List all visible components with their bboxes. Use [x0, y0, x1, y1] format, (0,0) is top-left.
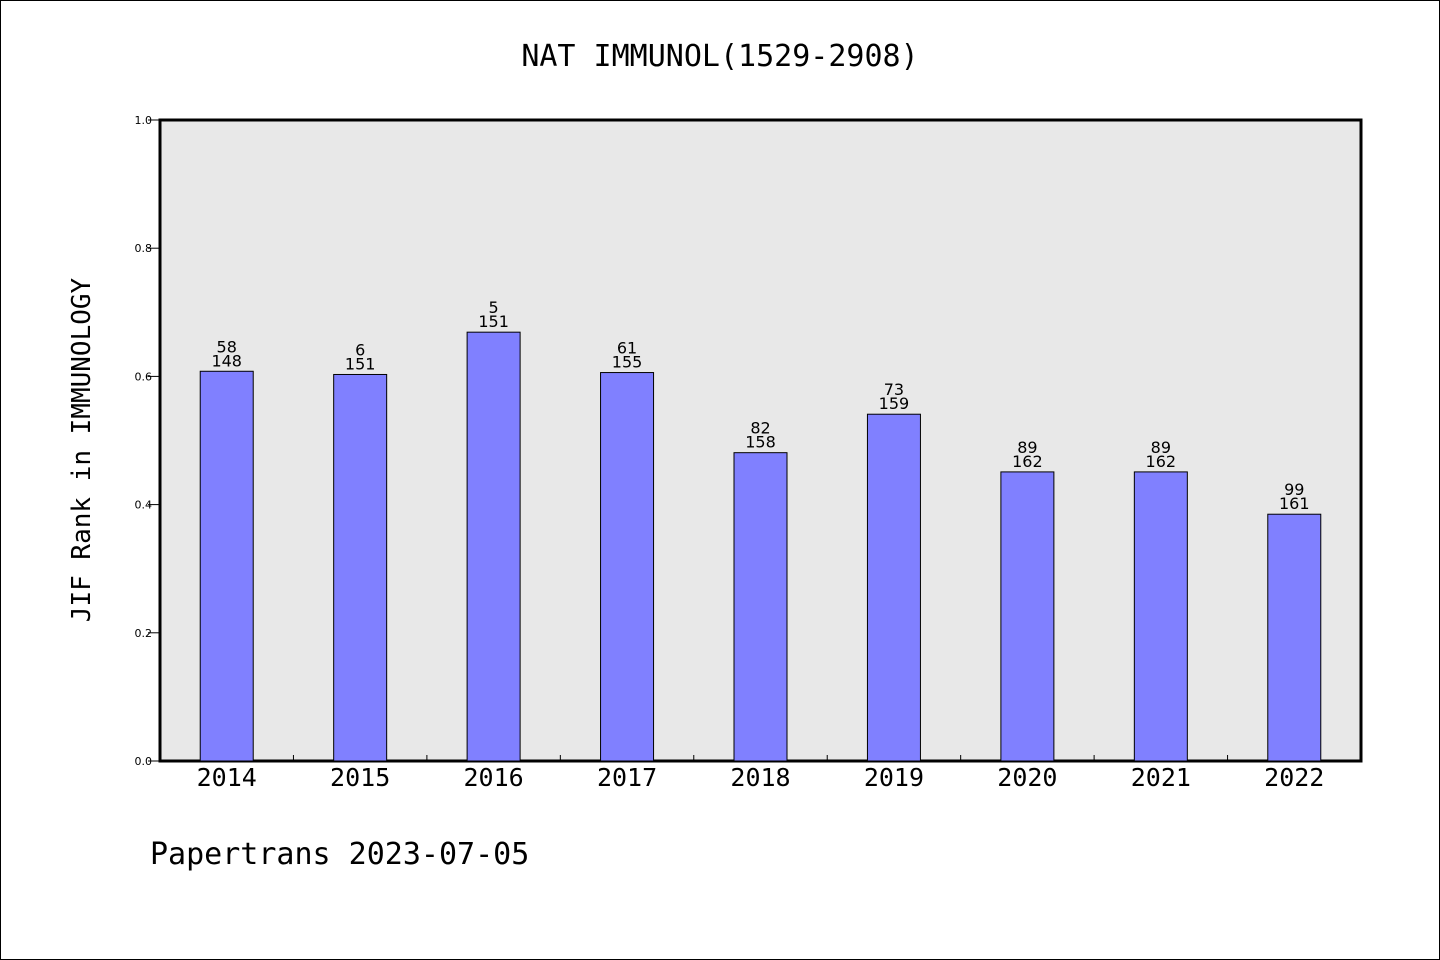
x-tick-label-2019: 2019 — [864, 763, 924, 792]
y-axis: 0.0 0.2 0.4 0.6 0.8 1.0 — [135, 114, 160, 768]
x-tick-label-2016: 2016 — [464, 763, 524, 792]
x-tick-label-2017: 2017 — [597, 763, 657, 792]
bar-2014 — [199, 370, 254, 762]
bar-total-label-2019: 159 — [879, 394, 910, 413]
x-tick-label-2015: 2015 — [330, 763, 390, 792]
footer-text: Papertrans 2023-07-05 — [150, 837, 529, 872]
bar-total-label-2015: 151 — [345, 354, 376, 373]
x-tick-label-2022: 2022 — [1264, 763, 1324, 792]
bar-2020 — [1000, 471, 1055, 762]
x-tick-label-2021: 2021 — [1131, 763, 1191, 792]
y-axis-label: JIF Rank in IMMUNOLOGY — [67, 277, 97, 622]
x-tick-label-2020: 2020 — [997, 763, 1057, 792]
bars-layer — [199, 331, 1322, 762]
y-tick-label-0.6: 0.6 — [135, 370, 153, 383]
bar-2015 — [333, 373, 388, 762]
bar-total-label-2016: 151 — [478, 312, 509, 331]
bar-total-label-2014: 148 — [211, 351, 242, 370]
chart-title: NAT IMMUNOL(1529-2908) — [521, 39, 918, 74]
bar-rank-label-2015: 6 — [355, 340, 365, 359]
y-tick-label-0.4: 0.4 — [135, 499, 153, 512]
bar-total-label-2018: 158 — [745, 433, 776, 452]
bar-rank-label-2014: 58 — [217, 337, 237, 356]
bar-2019 — [866, 413, 921, 762]
bar-rank-label-2017: 61 — [617, 339, 637, 358]
bar-labels-layer: 5814861515151611558215873159891628916299… — [211, 298, 1309, 513]
bar-2017 — [600, 372, 655, 762]
x-tick-label-2018: 2018 — [730, 763, 790, 792]
bar-rank-label-2021: 89 — [1151, 438, 1171, 457]
bar-total-label-2022: 161 — [1279, 494, 1310, 513]
bar-rank-label-2020: 89 — [1017, 438, 1037, 457]
bar-rank-label-2022: 99 — [1284, 480, 1304, 499]
bar-total-label-2020: 162 — [1012, 452, 1043, 471]
bar-rank-label-2018: 82 — [750, 419, 770, 438]
y-tick-label-0.8: 0.8 — [135, 242, 153, 255]
bar-2018 — [733, 452, 788, 762]
bar-2016 — [466, 331, 521, 762]
y-tick-label-1.0: 1.0 — [135, 114, 153, 127]
bar-total-label-2017: 155 — [612, 353, 643, 372]
bar-2022 — [1267, 513, 1322, 762]
x-axis: 2014 2015 2016 2017 2018 2019 2020 2021 2022 — [197, 755, 1324, 792]
bar-rank-label-2019: 73 — [884, 380, 904, 399]
y-tick-label-0.0: 0.0 — [135, 755, 153, 768]
bar-total-label-2021: 162 — [1146, 452, 1177, 471]
bar-2021 — [1133, 471, 1188, 762]
x-tick-label-2014: 2014 — [197, 763, 257, 792]
y-tick-label-0.2: 0.2 — [135, 627, 153, 640]
bar-rank-label-2016: 5 — [489, 298, 499, 317]
